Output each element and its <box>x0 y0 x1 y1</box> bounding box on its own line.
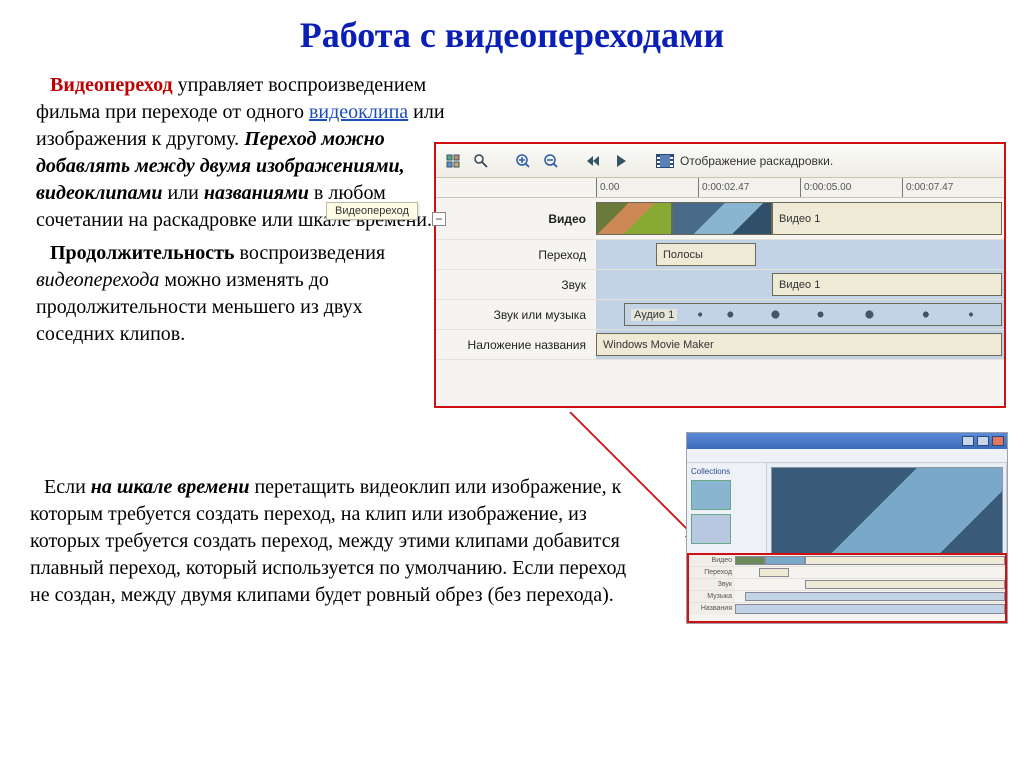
film-icon <box>656 154 674 168</box>
content-area: Видеопереход управляет воспроизведением … <box>0 64 1024 765</box>
editor-body: 0.00 0:00:02.47 0:00:05.00 0:00:07.47 Ви… <box>436 178 1004 360</box>
title-track[interactable]: Windows Movie Maker <box>596 330 1004 360</box>
video-clip-label: Видео 1 <box>779 213 820 225</box>
tool-zoom-icon[interactable] <box>470 150 492 172</box>
callout-videotransition: Видеопереход <box>326 202 418 220</box>
time-ruler[interactable]: 0.00 0:00:02.47 0:00:05.00 0:00:07.47 <box>596 178 1004 198</box>
transition-track[interactable]: Полосы <box>596 240 1004 270</box>
mini-clip[interactable] <box>765 556 805 565</box>
mini-app-screenshot: Collections Видео Переход <box>686 432 1008 624</box>
mini-thumb-2[interactable] <box>691 514 731 544</box>
editor-toolbar: Отображение раскадровки. <box>436 144 1004 178</box>
timeline-editor-panel: Отображение раскадровки. 0.00 0:00:02.47… <box>434 142 1006 408</box>
close-icon[interactable] <box>992 436 1004 446</box>
mini-tl-row: Музыка <box>689 591 1005 603</box>
music-label-text: Звук или музыка <box>494 308 586 322</box>
mini-thumb-1[interactable] <box>691 480 731 510</box>
mini-tl-row: Названия <box>689 603 1005 615</box>
sound-clip[interactable]: Видео 1 <box>772 273 1002 296</box>
mini-clip[interactable] <box>759 568 789 577</box>
ruler-tick: 0:00:05.00 <box>800 178 851 197</box>
zoom-in-icon[interactable] <box>512 150 534 172</box>
mini-tl-label: Видео <box>689 555 735 566</box>
mini-tl-label: Названия <box>689 603 735 615</box>
mini-tl-lane[interactable] <box>735 555 1005 566</box>
show-storyboard-button[interactable]: Отображение раскадровки. <box>656 154 833 168</box>
video-track[interactable]: Видео 1 <box>596 198 1004 240</box>
play-icon[interactable] <box>610 150 632 172</box>
mini-tl-row: Видео <box>689 555 1005 567</box>
mini-menubar[interactable] <box>687 449 1007 463</box>
mini-tl-label: Переход <box>689 567 735 578</box>
p1-t3: или <box>167 182 203 204</box>
track-label-music: Звук или музыка <box>436 300 596 330</box>
track-label-transition: Переход <box>436 240 596 270</box>
mini-tl-lane[interactable] <box>735 567 1005 578</box>
sound-clip-label: Видео 1 <box>779 279 820 291</box>
tool-props-icon[interactable] <box>442 150 464 172</box>
audio-clip[interactable]: Аудио 1 <box>624 303 1002 326</box>
title-label-text: Наложение названия <box>468 338 586 352</box>
video-label-text: Видео <box>548 212 586 226</box>
video-clip-1[interactable]: Видео 1 <box>772 202 1002 235</box>
video-clip-thumb-1[interactable] <box>596 202 672 235</box>
mini-tl-row: Переход <box>689 567 1005 579</box>
mini-tl-label: Музыка <box>689 591 735 602</box>
p1-bi2: названиями <box>204 182 314 204</box>
term-videotransition: Видеопереход <box>50 74 173 96</box>
mini-tl-label: Звук <box>689 579 735 590</box>
track-label-title: Наложение названия <box>436 330 596 360</box>
minimize-icon[interactable] <box>962 436 974 446</box>
p3-bi: на шкале времени <box>91 476 255 498</box>
mini-timeline-panel: Видео Переход Звук Музыка Названия <box>687 553 1007 623</box>
title-clip[interactable]: Windows Movie Maker <box>596 333 1002 356</box>
mini-collections-label: Collections <box>691 467 762 476</box>
p2-bold: Продолжительность <box>50 242 235 264</box>
mini-tl-lane[interactable] <box>735 591 1005 602</box>
music-track[interactable]: Аудио 1 <box>596 300 1004 330</box>
track-label-sound: Звук <box>436 270 596 300</box>
mini-clip[interactable] <box>805 556 1005 565</box>
p2-t1: воспроизведения <box>235 242 386 264</box>
transition-clip-label: Полосы <box>663 249 703 261</box>
mini-clip[interactable] <box>745 592 1005 601</box>
track-label-video: Видеопереход − Видео <box>436 198 596 240</box>
mini-clip[interactable] <box>735 556 765 565</box>
mini-clip[interactable] <box>735 604 1005 614</box>
ruler-tick: 0:00:02.47 <box>698 178 749 197</box>
maximize-icon[interactable] <box>977 436 989 446</box>
transition-clip[interactable]: Полосы <box>656 243 756 266</box>
paragraph-2: Продолжительность воспроизведения видеоп… <box>36 240 446 348</box>
storyboard-label: Отображение раскадровки. <box>680 154 833 168</box>
title-clip-label: Windows Movie Maker <box>603 339 714 351</box>
p3-t0: Если <box>44 476 91 498</box>
ruler-tick: 0:00:07.47 <box>902 178 953 197</box>
zoom-out-icon[interactable] <box>540 150 562 172</box>
mini-clip[interactable] <box>805 580 1005 589</box>
video-clip-thumb-2[interactable] <box>672 202 772 235</box>
sound-label-text: Звук <box>561 278 586 292</box>
paragraph-3: Если на шкале времени перетащить видеокл… <box>30 474 640 609</box>
expand-video-icon[interactable]: − <box>432 212 446 226</box>
mini-tl-row: Звук <box>689 579 1005 591</box>
transition-label-text: Переход <box>538 248 586 262</box>
mini-tl-lane[interactable] <box>735 603 1005 615</box>
link-videoclip[interactable]: видеоклипа <box>309 101 408 123</box>
ruler-spacer <box>436 178 596 198</box>
mini-tl-lane[interactable] <box>735 579 1005 590</box>
ruler-tick: 0.00 <box>596 178 619 197</box>
waveform-icon <box>625 304 1001 325</box>
rewind-icon[interactable] <box>582 150 604 172</box>
audio-clip-label: Аудио 1 <box>631 309 677 321</box>
page-title: Работа с видеопереходами <box>0 0 1024 64</box>
p2-it: видеоперехода <box>36 269 159 291</box>
mini-titlebar <box>687 433 1007 449</box>
sound-track[interactable]: Видео 1 <box>596 270 1004 300</box>
